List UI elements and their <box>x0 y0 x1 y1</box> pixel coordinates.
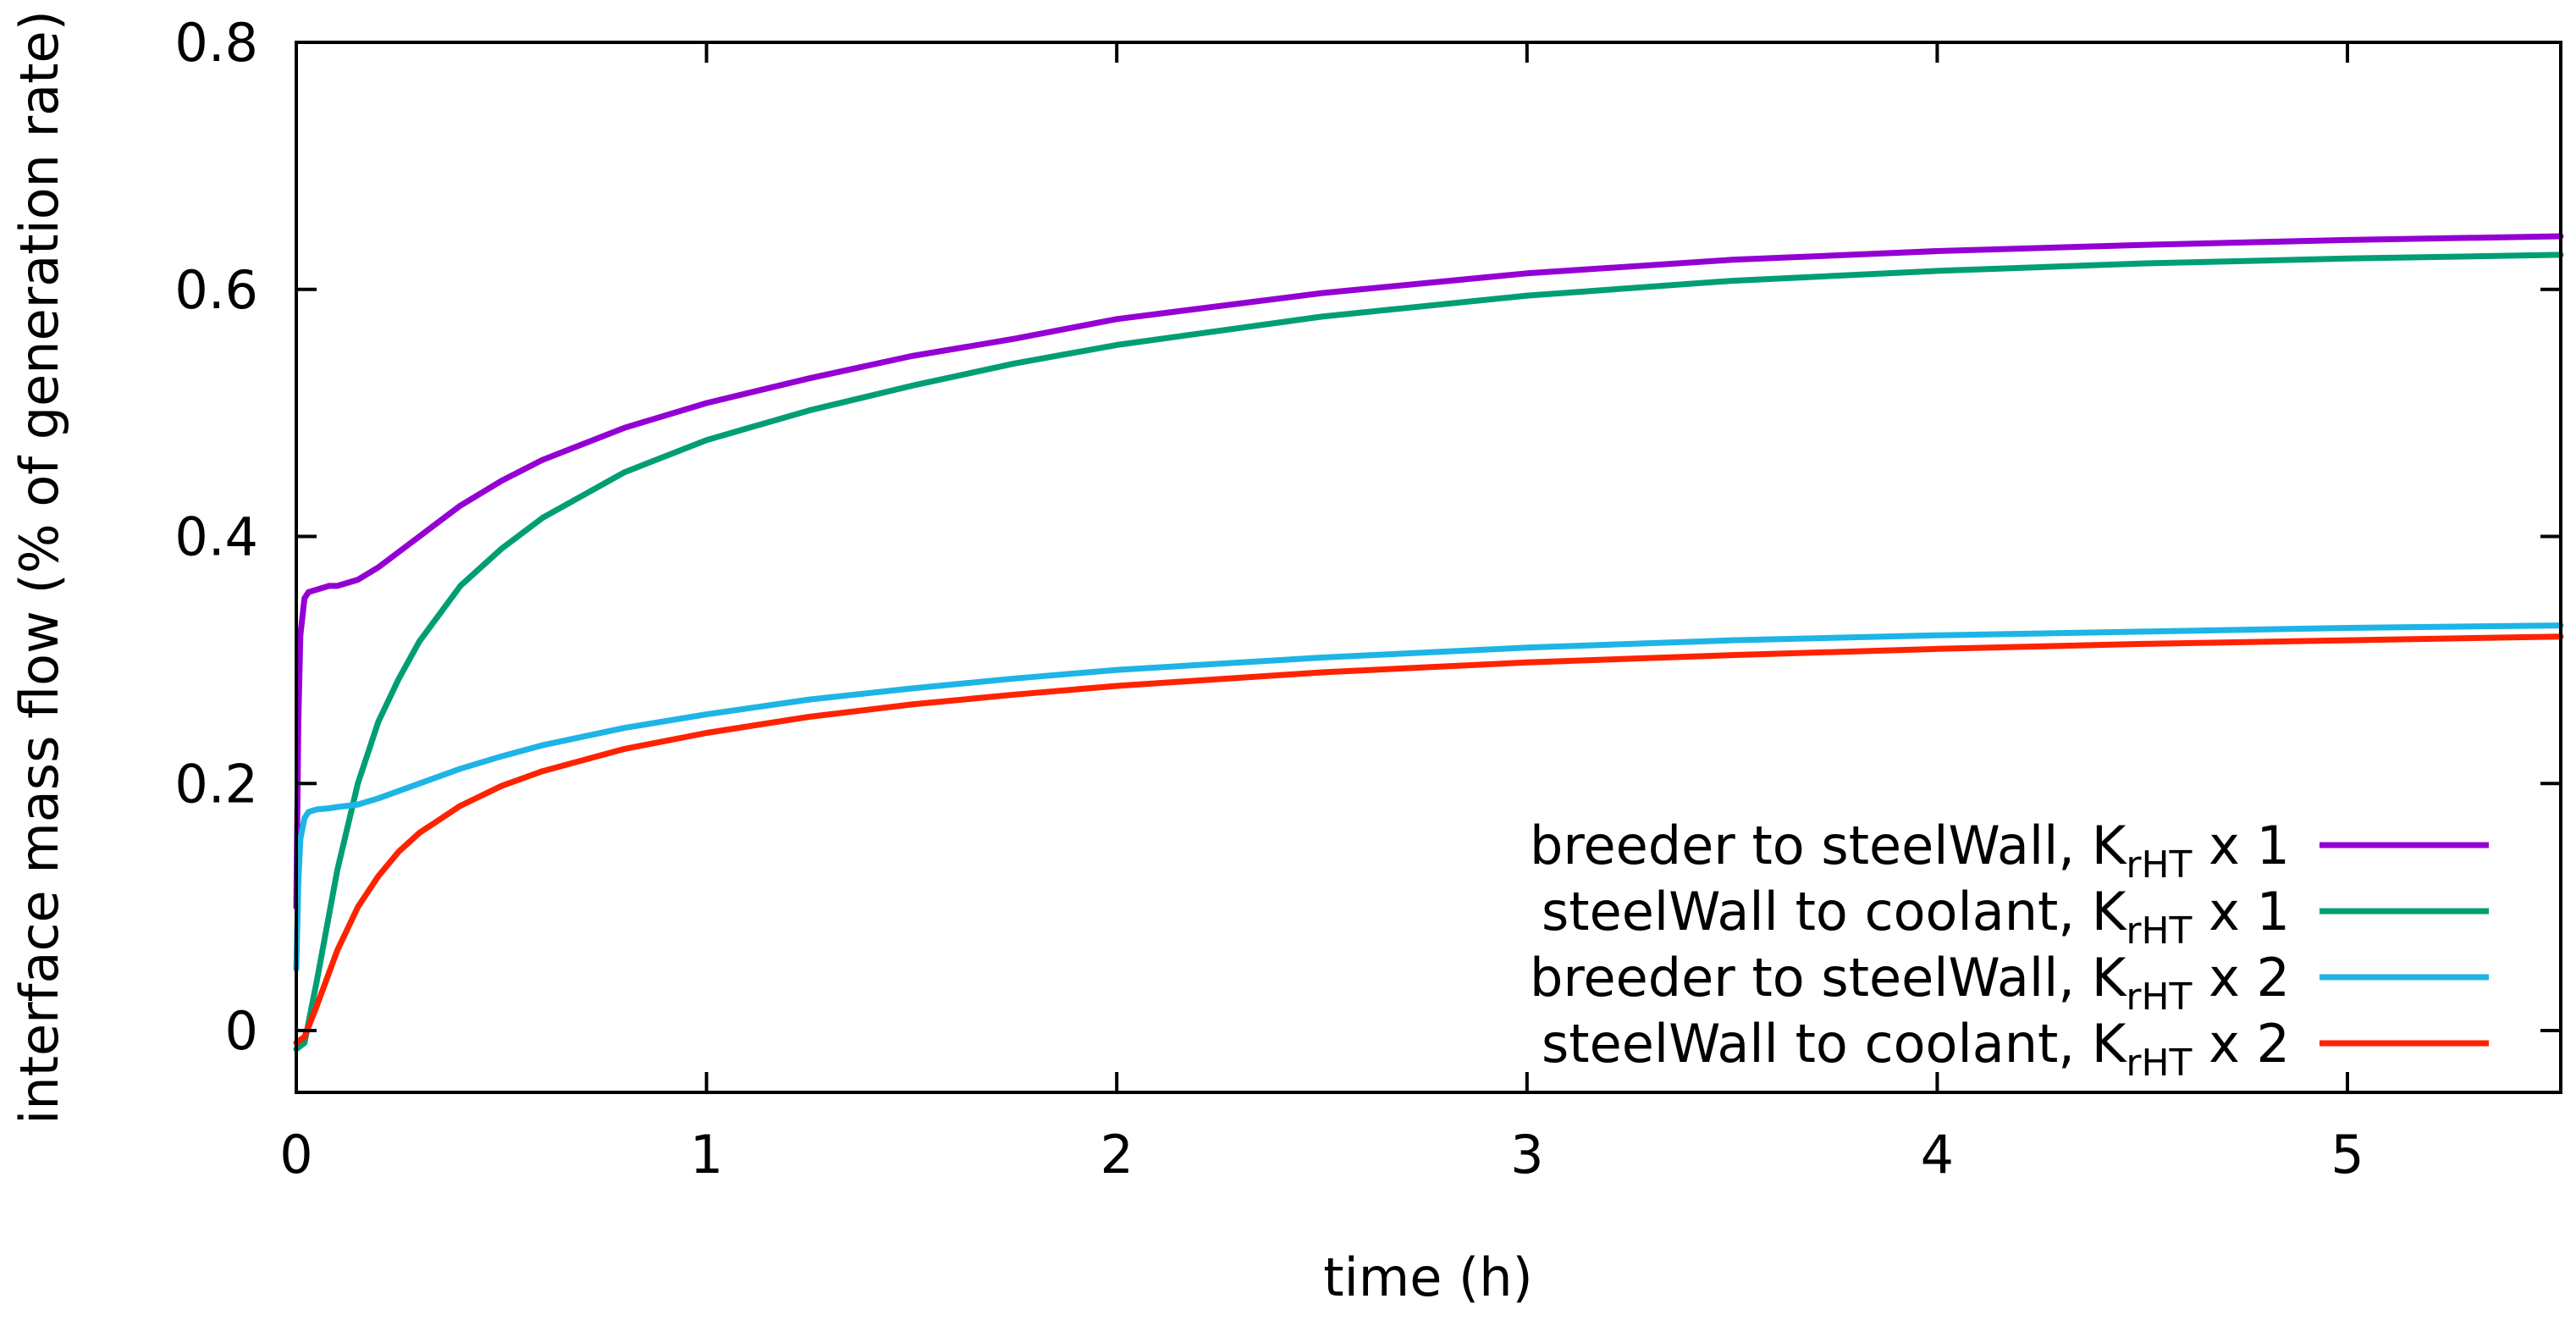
legend-label: breeder to steelWall, KrHT x 1 <box>1530 815 2290 887</box>
legend-label-main: breeder to steelWall, K <box>1530 947 2127 1009</box>
x-tick-label: 0 <box>279 1124 312 1186</box>
x-tick-label: 4 <box>1921 1124 1954 1186</box>
legend-label-tail: x 1 <box>2192 815 2290 876</box>
series-layer <box>293 233 2564 1053</box>
legend-label: steelWall to coolant, KrHT x 2 <box>1542 1013 2290 1085</box>
y-tick-label: 0.4 <box>174 506 258 568</box>
y-tick-label: 0.8 <box>174 12 258 74</box>
legend-entry-1: breeder to steelWall, KrHT x 1 <box>1530 815 2489 887</box>
plot-frame <box>295 41 2562 1094</box>
legend-label-subscript: rHT <box>2126 1042 2192 1085</box>
x-tick-label: 3 <box>1510 1124 1543 1186</box>
series-line-1 <box>293 233 2564 910</box>
legend-label-subscript: rHT <box>2126 909 2192 953</box>
series-line-3 <box>293 622 2564 972</box>
legend-entry-3: breeder to steelWall, KrHT x 2 <box>1530 947 2489 1019</box>
series-line-2 <box>293 251 2564 1053</box>
legend-entry-2: steelWall to coolant, KrHT x 1 <box>1542 881 2489 953</box>
legend-label-tail: x 2 <box>2192 1013 2290 1075</box>
y-axis-title: interface mass flow (% of generation rat… <box>8 10 70 1125</box>
legend-label-tail: x 1 <box>2192 881 2290 942</box>
x-tick-label: 2 <box>1100 1124 1133 1186</box>
legend-label-subscript: rHT <box>2126 976 2192 1019</box>
legend-label-main: steelWall to coolant, K <box>1542 881 2127 942</box>
legend: breeder to steelWall, KrHT x 1steelWall … <box>1530 815 2489 1085</box>
legend-label-main: breeder to steelWall, K <box>1530 815 2127 876</box>
legend-label: steelWall to coolant, KrHT x 1 <box>1542 881 2290 953</box>
y-tick-label: 0.2 <box>174 753 258 815</box>
legend-label-tail: x 2 <box>2192 947 2290 1009</box>
x-axis-title: time (h) <box>1323 1246 1532 1308</box>
x-tick-label: 1 <box>690 1124 723 1186</box>
legend-label-subscript: rHT <box>2126 843 2192 887</box>
legend-label-main: steelWall to coolant, K <box>1542 1013 2127 1075</box>
legend-entry-4: steelWall to coolant, KrHT x 2 <box>1542 1013 2489 1085</box>
y-tick-label: 0.6 <box>174 259 258 321</box>
x-tick-label: 5 <box>2331 1124 2364 1186</box>
tick-layer: 0 1 2 3 4 5 0 0.2 0.4 0.6 0.8 <box>174 12 2561 1186</box>
y-tick-label: 0 <box>225 1000 258 1062</box>
series-line-4 <box>293 633 2564 1047</box>
legend-label: breeder to steelWall, KrHT x 2 <box>1530 947 2290 1019</box>
